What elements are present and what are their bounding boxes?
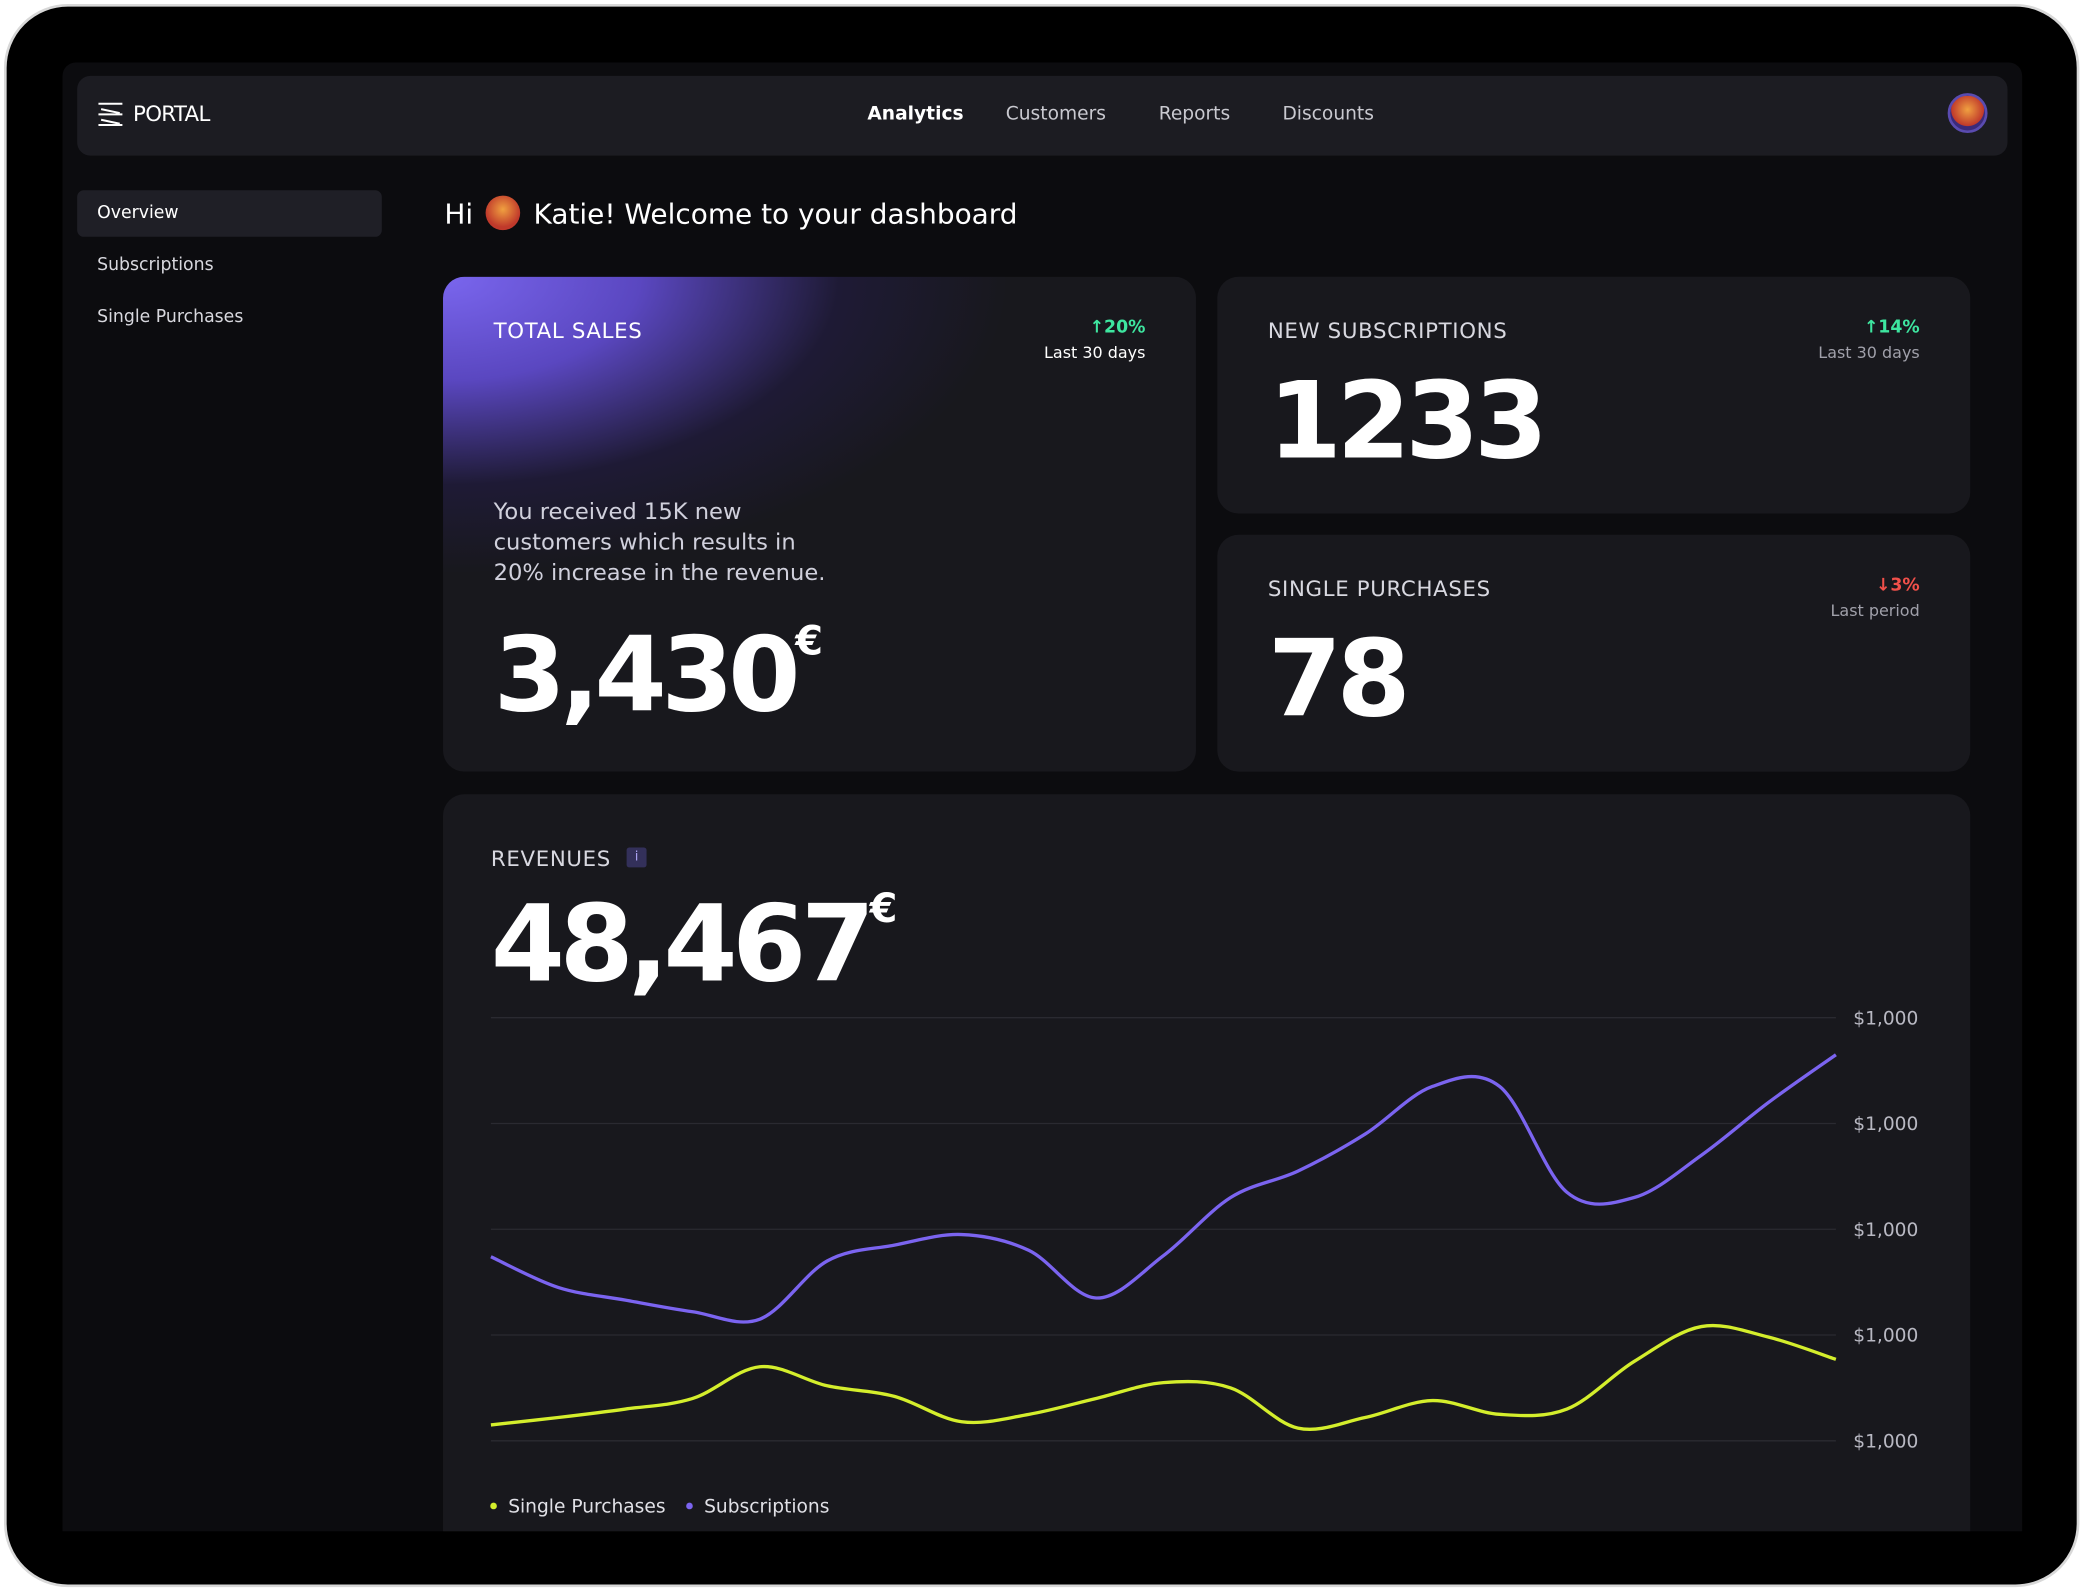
card-change: ↓3% (1875, 576, 1920, 597)
logo-icon (98, 102, 123, 127)
card-title: NEW SUBSCRIPTIONS (1267, 317, 1508, 344)
card-value: 78 (1267, 617, 1411, 742)
revenues-card: REVENUES i 48,467€ (443, 794, 1971, 1532)
nav-item[interactable]: Customers (1005, 103, 1106, 126)
info-icon[interactable]: i (626, 847, 647, 868)
greeting-text: Katie! Welcome to your dashboard (533, 198, 1018, 231)
sidebar-item[interactable]: Overview (77, 190, 382, 237)
total-sales-card: TOTAL SALES ↑20% Last 30 days You receiv… (443, 276, 1196, 772)
revenue-value: 48,467 (490, 882, 875, 1006)
y-tick-label: $1,000 (1853, 1431, 1918, 1452)
y-tick-label: $1,000 (1853, 1326, 1918, 1347)
revenue-chart: $1,000 $1,000 $1,000 $1,000 $1,000 Single Pur… (490, 1008, 1918, 1518)
nav-bar: PORTAL Analytics Customers Reports Disco… (77, 75, 2008, 156)
legend-dot (686, 1502, 693, 1510)
new-subscriptions-card: NEW SUBSCRIPTIONS ↑14% Last 30 days 1233 (1217, 276, 1971, 514)
greeting-prefix: Hi (444, 198, 474, 231)
series-line (490, 1053, 1837, 1324)
legend-dot (490, 1502, 497, 1510)
y-tick-label: $1,000 (1853, 1008, 1918, 1029)
card-period: Last 30 days (1818, 343, 1920, 362)
legend-label: Subscriptions (704, 1497, 829, 1518)
sidebar-item[interactable]: Subscriptions (97, 255, 214, 276)
y-tick-label: $1,000 (1853, 1114, 1918, 1135)
card-value: 1233 (1267, 359, 1548, 483)
card-period: Last period (1830, 601, 1920, 620)
screen: PORTAL Analytics Customers Reports Disco… (62, 62, 2023, 1532)
nav-item[interactable]: Reports (1158, 103, 1231, 126)
card-change: ↑20% (1089, 317, 1146, 338)
nav-item[interactable]: Analytics (867, 103, 964, 126)
revenue-value-group: 48,467€ (491, 882, 898, 1006)
greeting-avatar (486, 195, 521, 231)
card-value-group: 3,430€ (494, 616, 823, 736)
greeting: Hi Katie! Welcome to your dashboard (444, 195, 1018, 231)
card-description: You received 15K new customers which res… (493, 498, 826, 587)
card-change: ↑14% (1863, 317, 1920, 338)
nav-item[interactable]: Discounts (1282, 103, 1374, 126)
revenue-unit: € (869, 886, 898, 933)
card-unit: € (795, 618, 823, 666)
card-title: SINGLE PURCHASES (1267, 576, 1491, 602)
brand: PORTAL (133, 101, 210, 127)
card-value: 3,430 (493, 615, 801, 736)
card-title: REVENUES (490, 846, 611, 872)
single-purchases-card: SINGLE PURCHASES ↓3% Last period 78 (1217, 534, 1971, 772)
user-avatar[interactable] (1947, 93, 1988, 134)
y-tick-label: $1,000 (1853, 1220, 1918, 1241)
legend-label: Single Purchases (508, 1497, 665, 1518)
card-period: Last 30 days (1044, 343, 1146, 362)
card-title: TOTAL SALES (493, 317, 643, 344)
sidebar-item[interactable]: Single Purchases (97, 307, 244, 328)
series-line (490, 1323, 1837, 1431)
